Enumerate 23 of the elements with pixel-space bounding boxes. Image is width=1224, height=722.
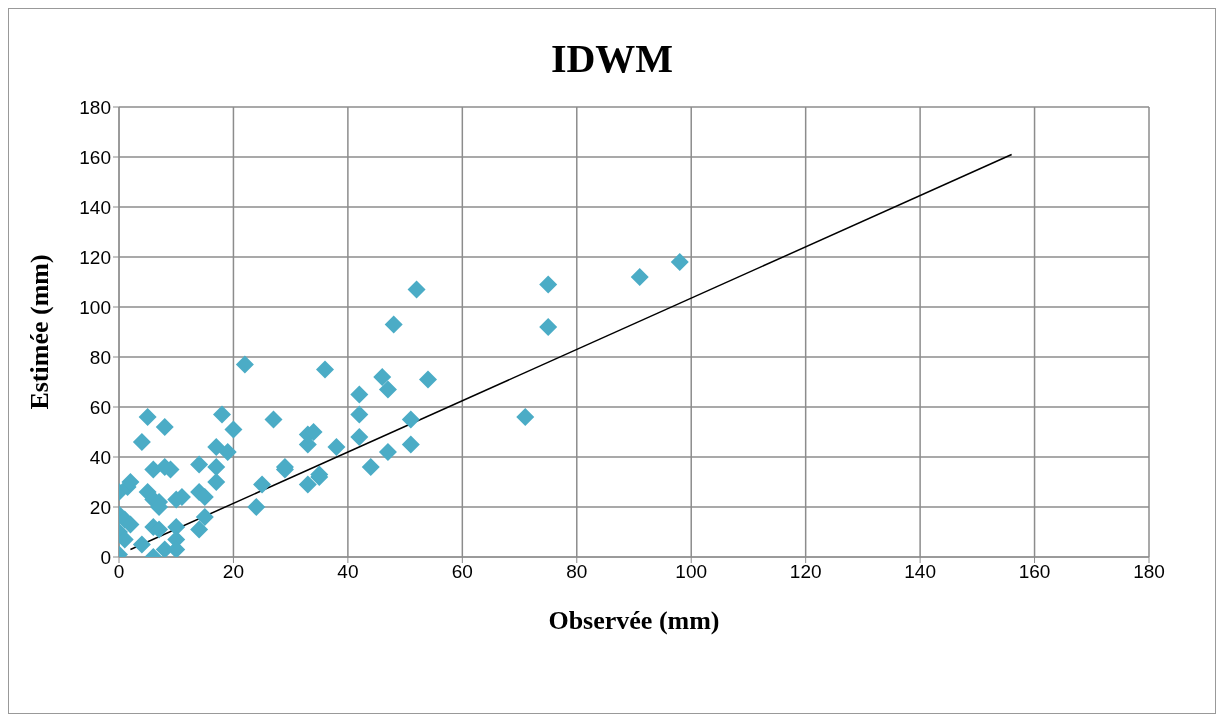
x-tick-label: 160 <box>1018 561 1051 583</box>
x-axis-title: Observée (mm) <box>548 606 720 635</box>
chart-title: IDWM <box>549 35 675 82</box>
y-tick-label: 20 <box>89 496 111 518</box>
y-tick-label: 120 <box>79 246 111 268</box>
x-tick-label: 120 <box>789 561 822 583</box>
x-tick-label: 0 <box>113 561 125 583</box>
y-tick-label: 160 <box>79 146 111 168</box>
x-tick-label: 20 <box>222 561 245 583</box>
x-tick-label: 100 <box>675 561 708 583</box>
y-tick-label: 80 <box>89 346 111 368</box>
x-tick-label: 180 <box>1133 561 1165 583</box>
y-axis-title: Estimée (mm) <box>25 254 55 410</box>
x-tick-label: 80 <box>566 561 588 583</box>
y-tick-label: 60 <box>89 396 111 418</box>
x-tick-label: 40 <box>337 561 359 583</box>
y-tick-label: 40 <box>89 446 111 468</box>
y-tick-label: 180 <box>79 96 111 118</box>
x-tick-label: 140 <box>904 561 936 583</box>
x-tick-label: 60 <box>451 561 473 583</box>
y-tick-label: 0 <box>100 546 111 568</box>
y-tick-label: 100 <box>79 296 111 318</box>
y-tick-label: 140 <box>79 196 111 218</box>
